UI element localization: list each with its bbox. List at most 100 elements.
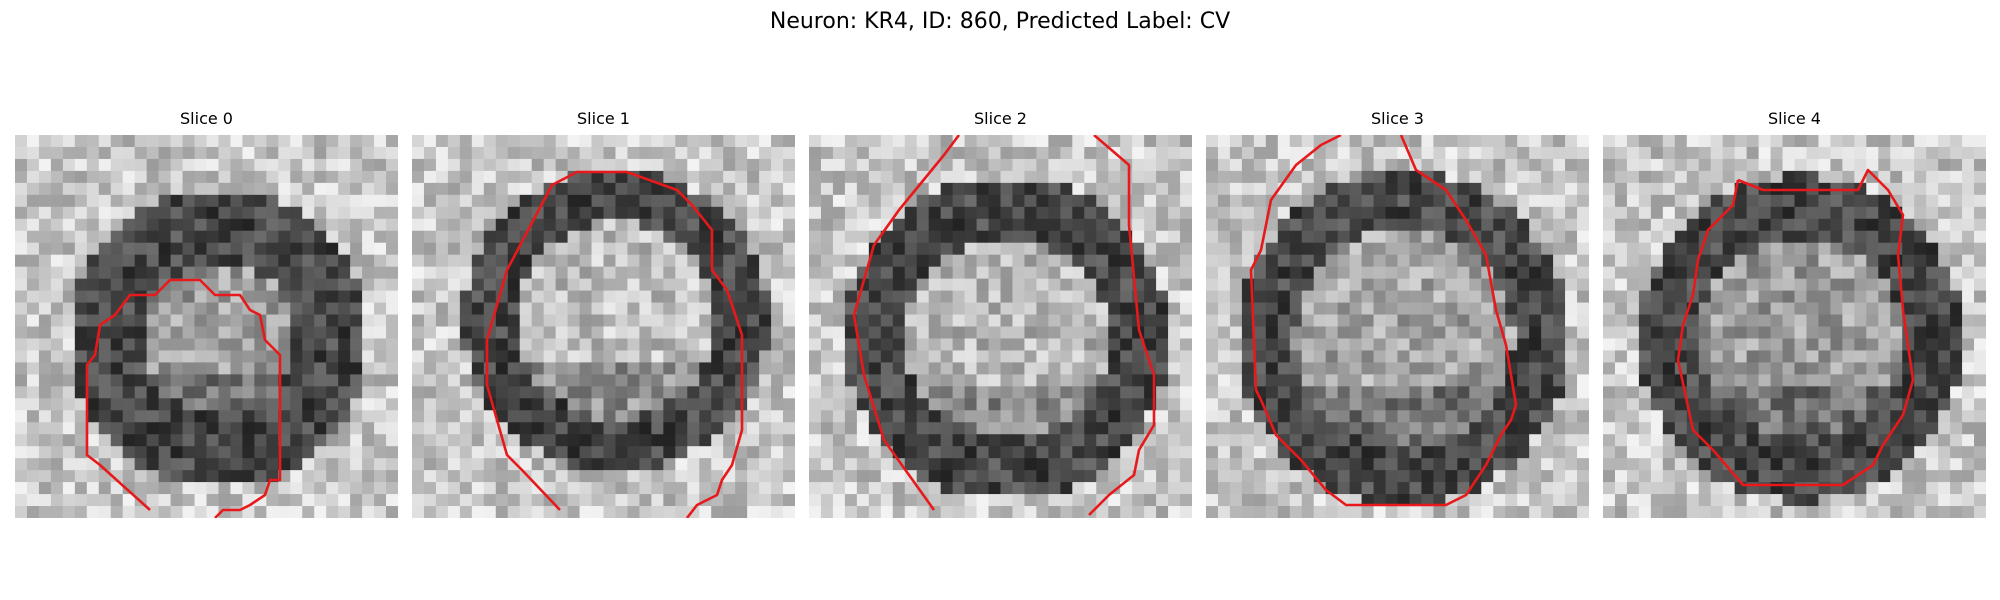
pixel [1156, 410, 1169, 423]
pixel [651, 135, 664, 148]
pixel [880, 158, 894, 172]
pixel [290, 290, 303, 304]
pixel [809, 326, 822, 340]
pixel [1156, 254, 1169, 268]
pixel [302, 398, 315, 411]
pixel [423, 482, 437, 495]
pixel [1132, 266, 1145, 280]
pixel [844, 326, 858, 340]
pixel [1217, 182, 1231, 196]
pixel [1650, 158, 1664, 172]
pixel [832, 182, 846, 196]
pixel [1782, 410, 1796, 423]
pixel [1421, 278, 1435, 292]
pixel [1084, 374, 1097, 387]
pixel [290, 386, 303, 399]
pixel [1866, 422, 1879, 435]
pixel [26, 470, 40, 483]
pixel [892, 470, 906, 483]
pixel [1529, 386, 1542, 399]
pixel [1878, 218, 1891, 232]
pixel [940, 458, 954, 471]
pixel [1626, 422, 1640, 435]
pixel [1806, 135, 1820, 148]
pixel [844, 194, 858, 208]
pixel [928, 422, 942, 435]
pixel [543, 470, 557, 483]
pixel [1938, 278, 1951, 292]
pixel [1902, 302, 1915, 316]
pixel [1662, 218, 1676, 232]
pixel [1614, 314, 1628, 328]
pixel [1818, 458, 1832, 471]
pixel [1241, 398, 1255, 411]
pixel [579, 206, 593, 220]
pixel [1433, 302, 1446, 316]
pixel [627, 146, 641, 160]
pixel [832, 194, 846, 208]
pixel [278, 182, 291, 196]
pixel [747, 158, 760, 172]
pixel [519, 422, 533, 435]
pixel [579, 170, 593, 184]
pixel [1421, 446, 1435, 459]
pixel [182, 230, 196, 244]
pixel [1674, 290, 1688, 304]
pixel [1794, 422, 1808, 435]
pixel [302, 254, 315, 268]
pixel [1048, 242, 1061, 256]
pixel [1229, 182, 1243, 196]
pixel [1710, 314, 1724, 328]
pixel [603, 278, 617, 292]
pixel [326, 458, 339, 471]
pixel [723, 422, 736, 435]
pixel [1734, 422, 1748, 435]
pixel [1746, 338, 1760, 352]
pixel [1337, 135, 1351, 148]
pixel [1373, 135, 1387, 148]
pixel [218, 314, 232, 328]
pixel [1722, 410, 1736, 423]
pixel [1758, 458, 1772, 471]
pixel [194, 410, 208, 423]
pixel [868, 458, 882, 471]
pixel [1206, 146, 1219, 160]
pixel [483, 266, 497, 280]
pixel [1962, 386, 1975, 399]
pixel [1914, 278, 1927, 292]
pixel [374, 278, 387, 292]
pixel [759, 254, 772, 268]
roi-contour-0 [85, 278, 282, 518]
pixel [759, 158, 772, 172]
pixel [1072, 266, 1085, 280]
pixel [1866, 326, 1879, 340]
pixel [507, 302, 521, 316]
pixel [1662, 146, 1676, 160]
pixel [86, 422, 100, 435]
pixel [1698, 398, 1712, 411]
pixel [266, 146, 279, 160]
pixel [1072, 494, 1085, 507]
pixel [326, 170, 339, 184]
pixel [916, 350, 930, 364]
pixel [1662, 350, 1676, 364]
pixel [1674, 422, 1688, 435]
pixel [1974, 398, 1986, 411]
pixel [1168, 422, 1181, 435]
pixel [15, 206, 28, 220]
pixel [904, 506, 918, 518]
pixel [1926, 314, 1939, 328]
pixel [1337, 146, 1351, 160]
pixel [1229, 146, 1243, 160]
pixel [543, 206, 557, 220]
pixel [1012, 230, 1026, 244]
pixel [412, 146, 425, 160]
pixel [651, 218, 664, 232]
pixel [555, 146, 569, 160]
pixel [531, 470, 545, 483]
pixel [1603, 410, 1616, 423]
pixel [110, 182, 124, 196]
pixel [206, 470, 220, 483]
pixel [362, 254, 375, 268]
pixel [1409, 362, 1423, 375]
